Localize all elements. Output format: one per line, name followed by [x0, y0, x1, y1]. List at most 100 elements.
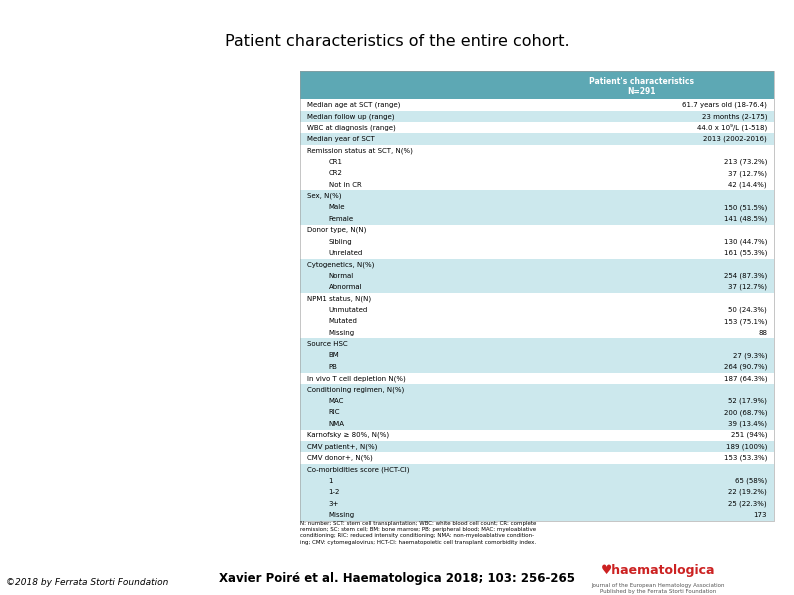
Text: 1-2: 1-2 — [329, 489, 340, 495]
Text: Female: Female — [329, 216, 353, 222]
Bar — [300, 133, 774, 145]
Text: Source HSC: Source HSC — [307, 341, 348, 347]
Text: CR1: CR1 — [329, 159, 342, 165]
Text: Unrelated: Unrelated — [329, 250, 363, 256]
Text: 27 (9.3%): 27 (9.3%) — [733, 352, 767, 359]
Text: Mutated: Mutated — [329, 318, 357, 324]
Text: Male: Male — [329, 205, 345, 211]
Text: CMV patient+, N(%): CMV patient+, N(%) — [307, 443, 378, 450]
Bar — [300, 224, 774, 236]
Bar — [300, 259, 774, 270]
Text: Patient characteristics of the entire cohort.: Patient characteristics of the entire co… — [225, 34, 569, 49]
Bar — [300, 122, 774, 133]
Text: RIC: RIC — [329, 409, 340, 415]
Bar — [300, 350, 774, 361]
Bar — [300, 498, 774, 509]
Bar — [300, 339, 774, 350]
Text: Unmutated: Unmutated — [329, 307, 368, 313]
Text: Sex, N(%): Sex, N(%) — [307, 193, 341, 199]
Text: 65 (58%): 65 (58%) — [735, 478, 767, 484]
Text: Conditioning regimen, N(%): Conditioning regimen, N(%) — [307, 386, 404, 393]
Text: 189 (100%): 189 (100%) — [726, 443, 767, 450]
Bar — [300, 361, 774, 372]
Text: 264 (90.7%): 264 (90.7%) — [723, 364, 767, 370]
Text: Median age at SCT (range): Median age at SCT (range) — [307, 102, 401, 108]
Bar — [300, 384, 774, 395]
Text: 200 (68.7%): 200 (68.7%) — [723, 409, 767, 416]
Text: 213 (73.2%): 213 (73.2%) — [723, 159, 767, 165]
Bar — [300, 190, 774, 202]
Text: Karnofsky ≥ 80%, N(%): Karnofsky ≥ 80%, N(%) — [307, 432, 389, 439]
Bar — [300, 281, 774, 293]
Bar — [300, 407, 774, 418]
Text: 173: 173 — [754, 512, 767, 518]
Bar — [300, 487, 774, 498]
Bar — [300, 395, 774, 407]
Text: Sibling: Sibling — [329, 239, 353, 245]
Text: 50 (24.3%): 50 (24.3%) — [728, 306, 767, 313]
Bar — [300, 418, 774, 430]
Bar — [300, 452, 774, 464]
Bar — [300, 293, 774, 304]
Text: Donor type, N(N): Donor type, N(N) — [307, 227, 367, 233]
Text: N=291: N=291 — [627, 87, 656, 96]
Bar — [300, 475, 774, 487]
Text: Normal: Normal — [329, 273, 354, 279]
Text: 150 (51.5%): 150 (51.5%) — [724, 204, 767, 211]
Text: BM: BM — [329, 352, 339, 359]
Text: Journal of the European Hematology Association
Published by the Ferrata Storti F: Journal of the European Hematology Assoc… — [592, 583, 725, 594]
Text: CMV donor+, N(%): CMV donor+, N(%) — [307, 455, 373, 461]
Bar — [300, 99, 774, 111]
Text: ♥haematologica: ♥haematologica — [601, 563, 715, 577]
Text: 37 (12.7%): 37 (12.7%) — [728, 170, 767, 177]
Text: Median follow up (range): Median follow up (range) — [307, 113, 395, 120]
Text: NPM1 status, N(N): NPM1 status, N(N) — [307, 295, 372, 302]
Bar — [300, 236, 774, 248]
Text: 153 (53.3%): 153 (53.3%) — [723, 455, 767, 461]
Text: 1: 1 — [329, 478, 333, 484]
Bar — [300, 202, 774, 213]
Text: Median year of SCT: Median year of SCT — [307, 136, 375, 142]
Text: CR2: CR2 — [329, 170, 342, 176]
Bar — [300, 372, 774, 384]
Bar — [300, 327, 774, 339]
Text: 37 (12.7%): 37 (12.7%) — [728, 284, 767, 290]
Bar — [300, 248, 774, 259]
Bar — [300, 145, 774, 156]
Text: 254 (87.3%): 254 (87.3%) — [724, 273, 767, 279]
Bar — [300, 71, 774, 99]
Text: 141 (48.5%): 141 (48.5%) — [724, 215, 767, 222]
Text: In vivo T cell depletion N(%): In vivo T cell depletion N(%) — [307, 375, 406, 381]
Bar — [300, 509, 774, 521]
Text: 52 (17.9%): 52 (17.9%) — [728, 398, 767, 404]
Text: 161 (55.3%): 161 (55.3%) — [723, 250, 767, 256]
Text: Co-morbidities score (HCT-CI): Co-morbidities score (HCT-CI) — [307, 466, 410, 472]
Text: Missing: Missing — [329, 330, 355, 336]
Text: 3+: 3+ — [329, 500, 339, 506]
Text: 88: 88 — [758, 330, 767, 336]
Bar — [300, 168, 774, 179]
Bar — [300, 270, 774, 281]
Text: Abnormal: Abnormal — [329, 284, 362, 290]
Bar — [300, 304, 774, 315]
Bar — [300, 315, 774, 327]
Text: Missing: Missing — [329, 512, 355, 518]
Bar — [300, 179, 774, 190]
Text: 153 (75.1%): 153 (75.1%) — [723, 318, 767, 325]
Bar — [300, 213, 774, 224]
Text: 251 (94%): 251 (94%) — [730, 432, 767, 439]
Text: 25 (22.3%): 25 (22.3%) — [728, 500, 767, 507]
Text: 42 (14.4%): 42 (14.4%) — [728, 181, 767, 188]
Text: ©2018 by Ferrata Storti Foundation: ©2018 by Ferrata Storti Foundation — [6, 578, 168, 587]
Text: 44.0 x 10⁹/L (1-518): 44.0 x 10⁹/L (1-518) — [697, 124, 767, 131]
Text: NMA: NMA — [329, 421, 345, 427]
Bar — [300, 441, 774, 452]
Text: MAC: MAC — [329, 398, 344, 404]
Text: N: number; SCT: stem cell transplantation; WBC: white blood cell count; CR: comp: N: number; SCT: stem cell transplantatio… — [300, 521, 537, 545]
Bar — [300, 111, 774, 122]
Text: 23 months (2-175): 23 months (2-175) — [702, 113, 767, 120]
Text: 2013 (2002-2016): 2013 (2002-2016) — [703, 136, 767, 142]
Text: Xavier Poiré et al. Haematologica 2018; 103: 256-265: Xavier Poiré et al. Haematologica 2018; … — [219, 572, 575, 585]
Text: 61.7 years old (18-76.4): 61.7 years old (18-76.4) — [682, 102, 767, 108]
Text: Cytogenetics, N(%): Cytogenetics, N(%) — [307, 261, 375, 268]
